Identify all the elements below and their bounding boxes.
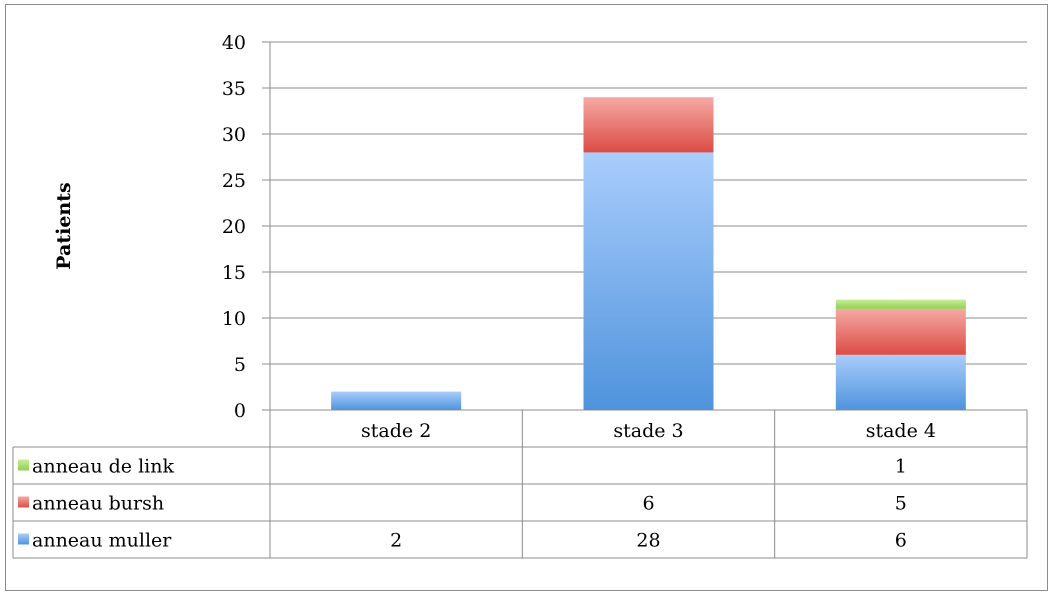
- legend-label: anneau bursh: [32, 493, 164, 515]
- chart-frame: [5, 4, 1048, 591]
- legend-key-anneau-de-link: [18, 459, 29, 471]
- y-tick-label: 15: [222, 262, 246, 284]
- y-tick-label: 0: [234, 400, 246, 422]
- bar-anneau-muller-stade-4: [835, 354, 966, 410]
- y-tick-label: 20: [222, 216, 246, 238]
- table-cell-value: 1: [895, 456, 907, 478]
- y-axis-label: Patients: [53, 182, 75, 269]
- legend-label: anneau muller: [32, 530, 172, 552]
- table-cell-value: 28: [636, 530, 660, 552]
- bar-anneau-muller-stade-3: [583, 152, 714, 410]
- bar-anneau-bursh-stade-3: [583, 97, 714, 153]
- table-cell-value: 2: [390, 530, 402, 552]
- table-cell-value: 5: [895, 493, 907, 515]
- x-category-label: stade 4: [866, 420, 936, 442]
- legend-label: anneau de link: [32, 456, 174, 478]
- y-tick-label: 10: [222, 308, 246, 330]
- table-cell-value: 6: [642, 493, 654, 515]
- bar-anneau-bursh-stade-4: [835, 308, 966, 355]
- table-cell-value: 6: [895, 530, 907, 552]
- y-tick-label: 25: [222, 170, 246, 192]
- x-category-label: stade 2: [361, 420, 431, 442]
- legend-key-anneau-bursh: [18, 496, 29, 508]
- y-tick-label: 35: [222, 78, 246, 100]
- y-tick-label: 30: [222, 124, 246, 146]
- x-category-label: stade 3: [613, 420, 683, 442]
- y-tick-label: 40: [222, 32, 246, 54]
- bar-anneau-muller-stade-2: [331, 391, 462, 410]
- bar-anneau-de-link-stade-4: [835, 299, 966, 309]
- y-tick-label: 5: [234, 354, 246, 376]
- legend-key-anneau-muller: [18, 533, 29, 545]
